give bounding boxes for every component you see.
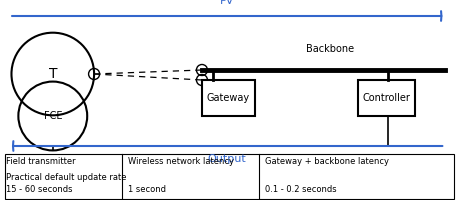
Text: Gateway + backbone latency: Gateway + backbone latency [265,157,389,166]
Text: PV: PV [220,0,235,6]
Text: Practical default update rate: Practical default update rate [6,173,127,182]
Text: 0.1 - 0.2 seconds: 0.1 - 0.2 seconds [265,185,337,194]
Bar [5,154,454,199]
Bar [358,80,415,116]
Text: Gateway: Gateway [207,93,250,103]
Text: Output: Output [208,154,246,164]
Text: 1 second: 1 second [128,185,166,194]
Text: Backbone: Backbone [307,44,354,54]
Text: Field transmitter: Field transmitter [6,157,76,166]
Text: 15 - 60 seconds: 15 - 60 seconds [6,185,73,194]
Text: T: T [49,67,57,81]
Text: Wireless network latency: Wireless network latency [128,157,234,166]
Text: Controller: Controller [363,93,411,103]
Bar [202,80,255,116]
Text: FCE: FCE [44,111,62,121]
